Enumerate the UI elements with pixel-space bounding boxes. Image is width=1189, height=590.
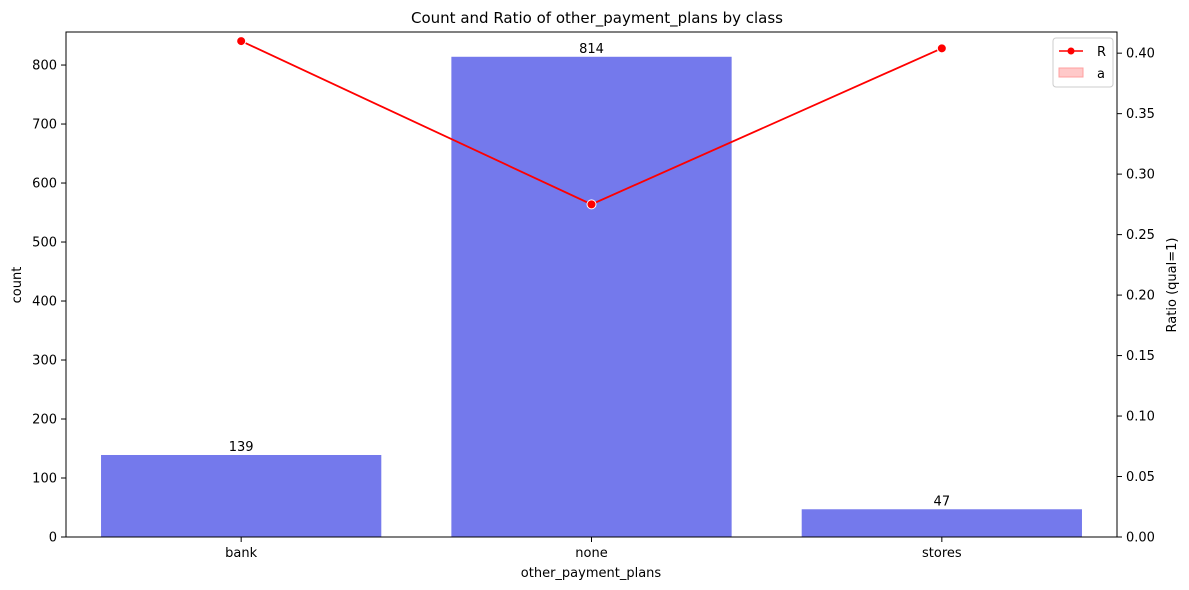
- bar-value-label: 47: [934, 494, 951, 509]
- y2-tick-label: 0.10: [1126, 410, 1155, 425]
- y2-tick-label: 0.20: [1126, 289, 1155, 304]
- y-tick-label: 500: [32, 236, 57, 251]
- legend-label-r: R: [1097, 45, 1106, 60]
- legend: R a: [1052, 37, 1114, 88]
- legend-label-a: a: [1097, 67, 1105, 82]
- y-tick-label: 100: [32, 472, 57, 487]
- plot-frame: [65, 31, 1118, 538]
- y2-tick-label: 0.00: [1126, 531, 1155, 546]
- ratio-point-bank: [236, 36, 247, 47]
- x-tick-label: bank: [225, 546, 257, 561]
- y2-tick-label: 0.30: [1126, 168, 1155, 183]
- bar-label-group: 139 814 47: [229, 42, 950, 509]
- bar-bank: [101, 454, 382, 537]
- ratio-point-none: [586, 199, 597, 210]
- y-tick-label: 400: [32, 295, 57, 310]
- y-tick-label: 800: [32, 59, 57, 74]
- bar-none: [451, 56, 732, 537]
- left-axis: 0 100 200 300 400 500 600 700 800: [32, 59, 66, 546]
- x-axis: bank none stores: [225, 537, 962, 561]
- y2-tick-label: 0.15: [1126, 349, 1155, 364]
- legend-marker-swatch: [1067, 47, 1075, 55]
- y2-axis-title: Ratio (qual=1): [1165, 238, 1180, 333]
- x-tick-label: none: [575, 546, 607, 561]
- ratio-line-group: [236, 36, 947, 210]
- y-tick-label: 600: [32, 177, 57, 192]
- bar-value-label: 139: [229, 440, 254, 455]
- y2-tick-label: 0.05: [1126, 470, 1155, 485]
- y-axis-title: count: [10, 267, 25, 304]
- y-tick-label: 0: [49, 531, 57, 546]
- ratio-point-stores: [936, 43, 947, 54]
- x-axis-title: other_payment_plans: [521, 566, 662, 581]
- y-tick-label: 200: [32, 413, 57, 428]
- bar-group: [101, 56, 1082, 537]
- chart-title: Count and Ratio of other_payment_plans b…: [411, 9, 783, 28]
- bar-stores: [801, 509, 1082, 537]
- x-tick-label: stores: [922, 546, 962, 561]
- legend-patch-swatch: [1058, 67, 1084, 78]
- bar-value-label: 814: [579, 42, 604, 57]
- y2-tick-label: 0.40: [1126, 47, 1155, 62]
- y2-tick-label: 0.25: [1126, 228, 1155, 243]
- y-tick-label: 300: [32, 354, 57, 369]
- y-tick-label: 700: [32, 118, 57, 133]
- right-axis: 0.00 0.05 0.10 0.15 0.20 0.25 0.30 0.35 0.40: [1117, 47, 1155, 546]
- y2-tick-label: 0.35: [1126, 107, 1155, 122]
